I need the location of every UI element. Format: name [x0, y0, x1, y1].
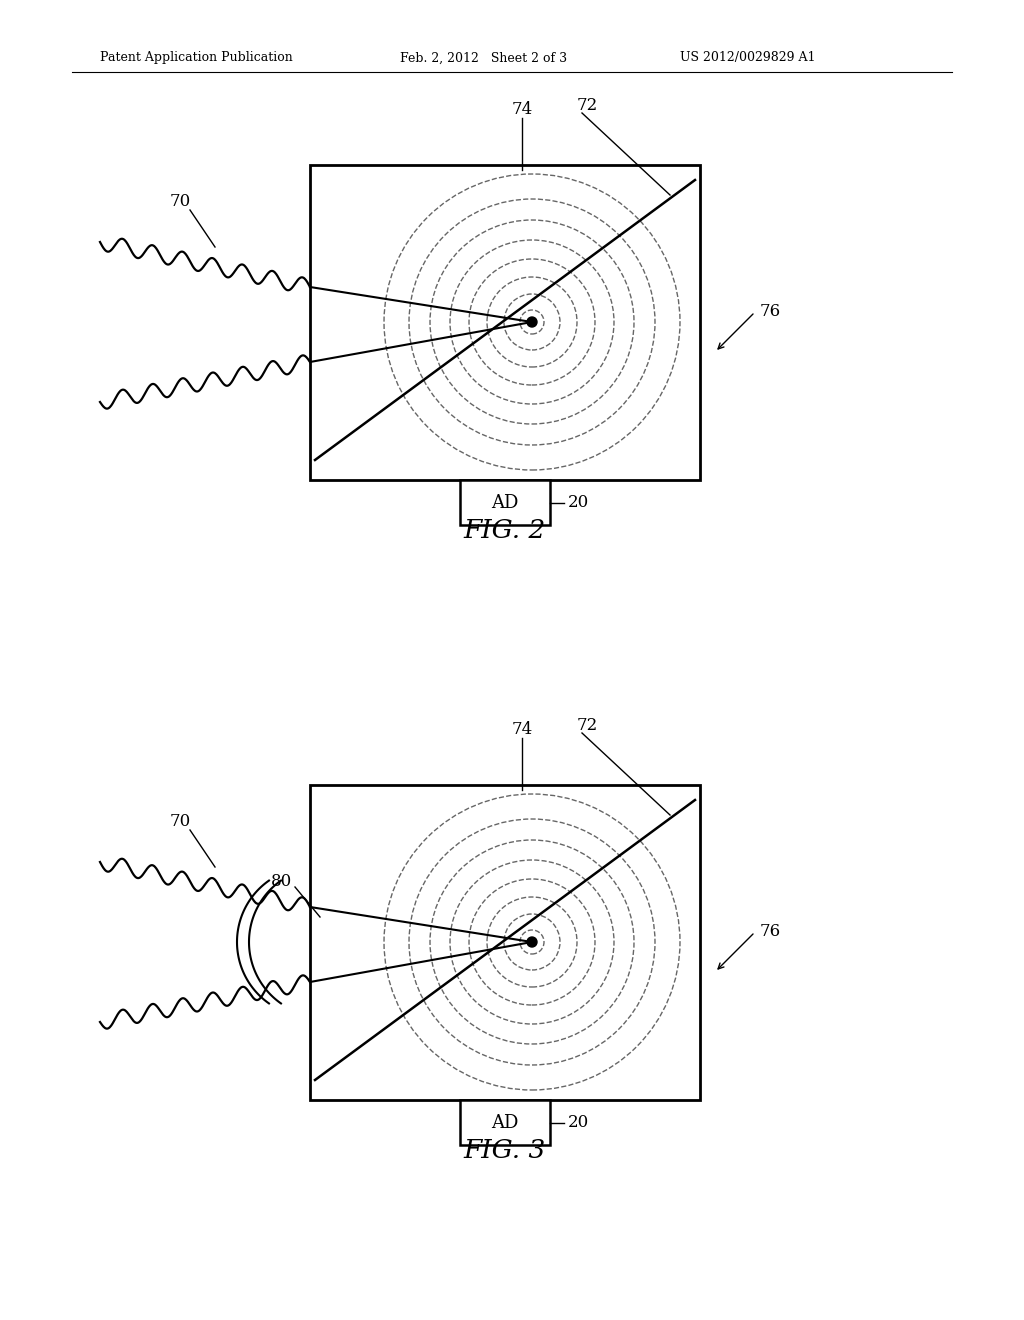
Text: 72: 72	[577, 96, 598, 114]
Text: 76: 76	[760, 304, 781, 321]
Text: AD: AD	[492, 494, 519, 511]
Bar	[460, 480, 550, 525]
Text: 76: 76	[760, 924, 781, 940]
Text: Patent Application Publication: Patent Application Publication	[100, 51, 293, 65]
Text: 80: 80	[270, 874, 292, 891]
Text: 72: 72	[577, 717, 598, 734]
Circle shape	[527, 317, 537, 327]
Text: 70: 70	[169, 813, 190, 830]
Text: 20: 20	[568, 1114, 589, 1131]
Text: FIG. 2: FIG. 2	[464, 517, 546, 543]
Text: FIG. 3: FIG. 3	[464, 1138, 546, 1163]
Text: US 2012/0029829 A1: US 2012/0029829 A1	[680, 51, 815, 65]
Text: 74: 74	[511, 722, 532, 738]
Text: 74: 74	[511, 102, 532, 119]
Text: AD: AD	[492, 1114, 519, 1131]
Bar	[460, 1100, 550, 1144]
Text: 20: 20	[568, 494, 589, 511]
Text: Feb. 2, 2012   Sheet 2 of 3: Feb. 2, 2012 Sheet 2 of 3	[400, 51, 567, 65]
Text: 70: 70	[169, 194, 190, 210]
Bar	[310, 785, 700, 1100]
Circle shape	[527, 937, 537, 946]
Bar	[310, 165, 700, 480]
